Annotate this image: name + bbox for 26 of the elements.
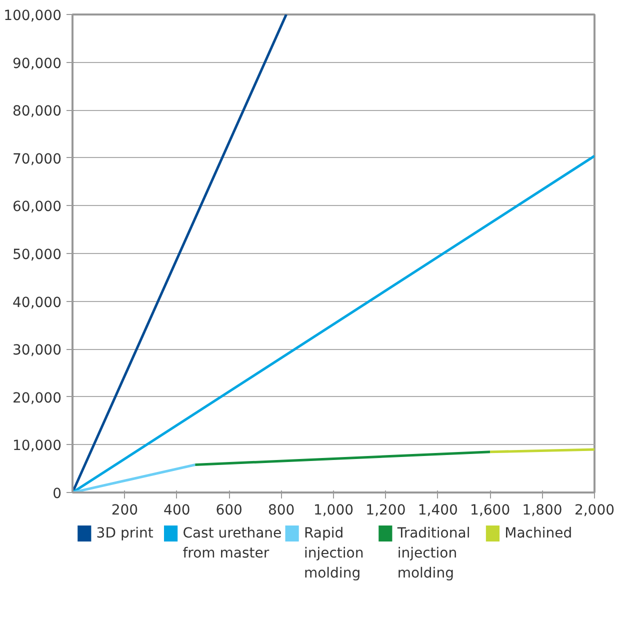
y-tick-label: 50,000 bbox=[12, 247, 62, 263]
y-tick-label: 80,000 bbox=[12, 104, 62, 120]
x-tick-label: 400 bbox=[164, 502, 190, 518]
legend-label: Rapid injection molding bbox=[304, 526, 364, 582]
y-tick-label: 20,000 bbox=[12, 390, 62, 406]
x-tick-label: 600 bbox=[216, 502, 242, 518]
x-tick-label: 2,000 bbox=[574, 502, 615, 518]
y-tick-label: 0 bbox=[52, 486, 62, 502]
legend-label: 3D print bbox=[96, 526, 154, 542]
legend-label: Cast urethane from master bbox=[182, 526, 282, 562]
x-tick-label: 1,200 bbox=[366, 502, 406, 518]
x-tick-label: 200 bbox=[111, 502, 138, 518]
y-tick-label: 30,000 bbox=[12, 342, 62, 359]
legend-label: Traditional injection molding bbox=[396, 526, 470, 582]
x-tick-label: 1,600 bbox=[470, 502, 510, 518]
y-tick-label: 10,000 bbox=[12, 438, 62, 454]
legend-label: Machined bbox=[504, 526, 572, 542]
x-tick-label: 1,800 bbox=[522, 502, 562, 518]
x-tick-label: 1,400 bbox=[418, 502, 458, 518]
y-tick-label: 70,000 bbox=[12, 151, 62, 168]
y-tick-label: 100,000 bbox=[4, 8, 62, 24]
x-tick-label: 800 bbox=[268, 502, 295, 518]
y-tick-label: 60,000 bbox=[12, 199, 62, 216]
y-tick-label: 90,000 bbox=[12, 56, 62, 72]
x-tick-label: 1,000 bbox=[313, 502, 354, 518]
y-tick-label: 40,000 bbox=[12, 294, 62, 311]
